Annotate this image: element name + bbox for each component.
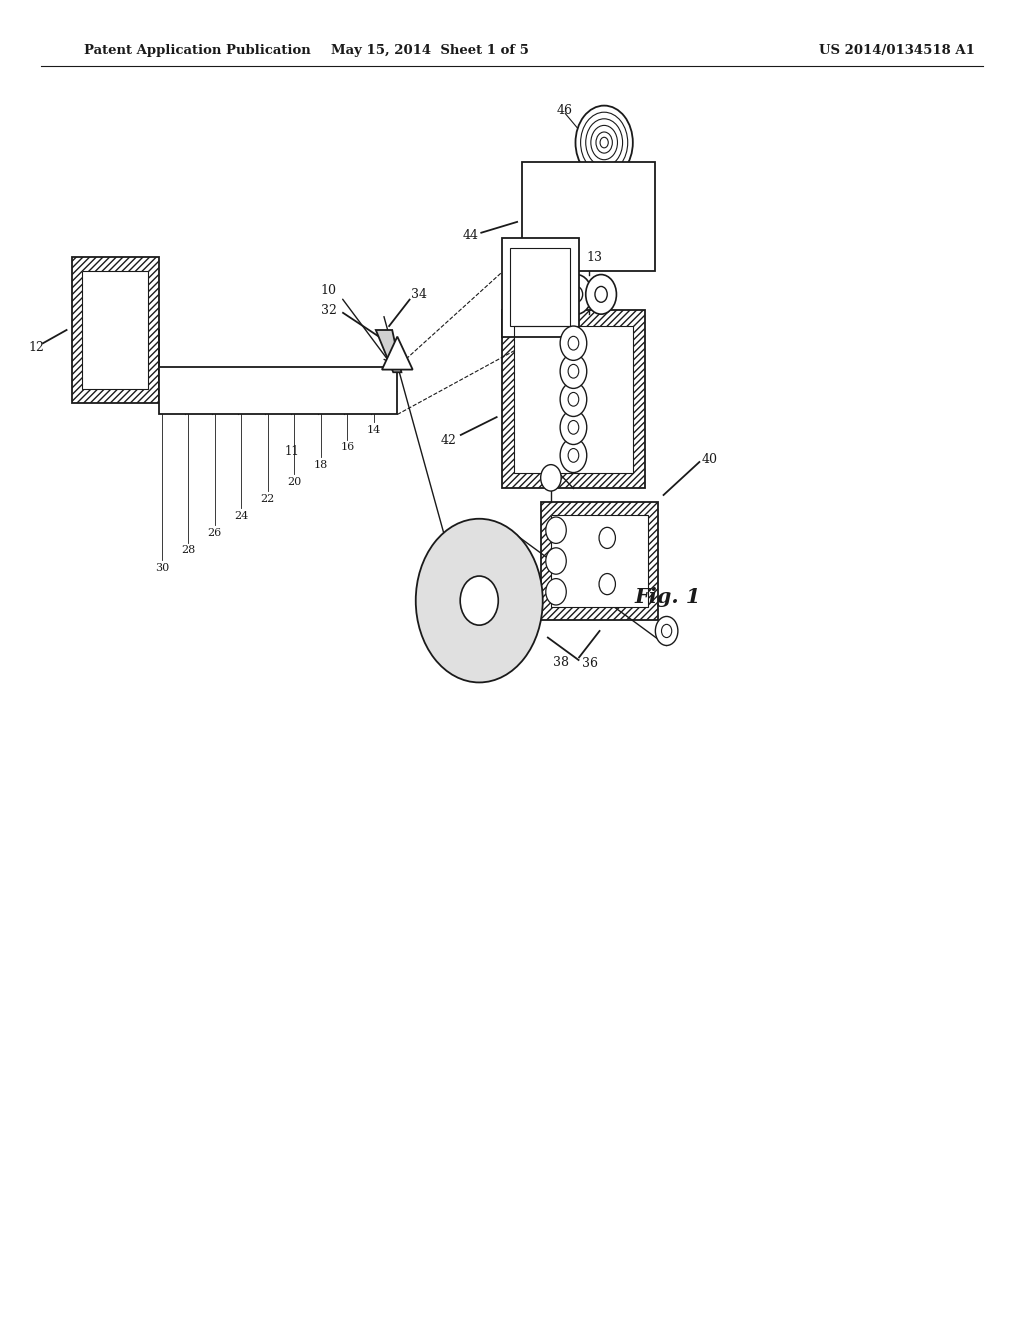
Text: 30: 30 <box>155 562 169 573</box>
Text: 11: 11 <box>285 445 299 458</box>
Circle shape <box>600 137 608 148</box>
Bar <box>72 257 159 403</box>
Text: 16: 16 <box>340 442 354 453</box>
Text: 14: 14 <box>367 425 381 436</box>
Circle shape <box>460 576 499 626</box>
Circle shape <box>560 411 587 445</box>
Bar <box>551 515 648 607</box>
Circle shape <box>568 364 579 378</box>
Bar <box>502 310 645 488</box>
Text: 38: 38 <box>553 656 569 669</box>
Text: 26: 26 <box>208 528 222 539</box>
Text: 36: 36 <box>582 657 598 671</box>
Text: 22: 22 <box>261 494 275 504</box>
Text: 24: 24 <box>234 511 249 521</box>
Circle shape <box>416 519 543 682</box>
Circle shape <box>546 578 566 605</box>
Bar <box>522 162 655 271</box>
Circle shape <box>560 381 587 416</box>
Text: Fig. 1: Fig. 1 <box>635 586 701 607</box>
Circle shape <box>596 132 612 153</box>
Text: 44: 44 <box>463 230 479 243</box>
Polygon shape <box>376 330 401 372</box>
Text: 12: 12 <box>29 341 45 354</box>
Circle shape <box>595 286 607 302</box>
Bar <box>502 238 579 337</box>
Circle shape <box>568 337 579 350</box>
Text: 28: 28 <box>181 545 196 556</box>
Bar <box>159 367 397 414</box>
Circle shape <box>655 616 678 645</box>
Circle shape <box>599 574 615 594</box>
Circle shape <box>581 112 628 173</box>
Circle shape <box>568 421 579 434</box>
Text: 42: 42 <box>440 434 457 446</box>
Circle shape <box>586 119 623 166</box>
Circle shape <box>586 275 616 314</box>
Circle shape <box>546 548 566 574</box>
Text: 34: 34 <box>411 288 427 301</box>
Circle shape <box>570 286 583 302</box>
Text: 10: 10 <box>321 284 337 297</box>
Circle shape <box>541 465 561 491</box>
Text: US 2014/0134518 A1: US 2014/0134518 A1 <box>819 44 975 57</box>
Circle shape <box>599 528 615 549</box>
Text: Patent Application Publication: Patent Application Publication <box>84 44 310 57</box>
Circle shape <box>561 275 592 314</box>
Circle shape <box>662 624 672 638</box>
Bar <box>551 515 648 607</box>
Bar <box>541 502 658 620</box>
Circle shape <box>568 449 579 462</box>
Circle shape <box>568 392 579 407</box>
Text: 46: 46 <box>557 104 573 117</box>
Circle shape <box>546 517 566 544</box>
Bar <box>82 271 148 389</box>
Text: 40: 40 <box>701 453 718 466</box>
Text: 18: 18 <box>313 459 328 470</box>
Circle shape <box>560 326 587 360</box>
Bar <box>514 326 633 473</box>
Bar <box>510 248 570 326</box>
Circle shape <box>575 106 633 180</box>
Text: May 15, 2014  Sheet 1 of 5: May 15, 2014 Sheet 1 of 5 <box>331 44 529 57</box>
Circle shape <box>560 354 587 388</box>
Circle shape <box>591 125 617 160</box>
Bar <box>82 271 148 389</box>
Polygon shape <box>382 337 413 370</box>
Bar <box>514 326 633 473</box>
Text: 13: 13 <box>587 251 603 264</box>
Text: 20: 20 <box>287 477 301 487</box>
Circle shape <box>560 438 587 473</box>
Text: 32: 32 <box>321 304 337 317</box>
